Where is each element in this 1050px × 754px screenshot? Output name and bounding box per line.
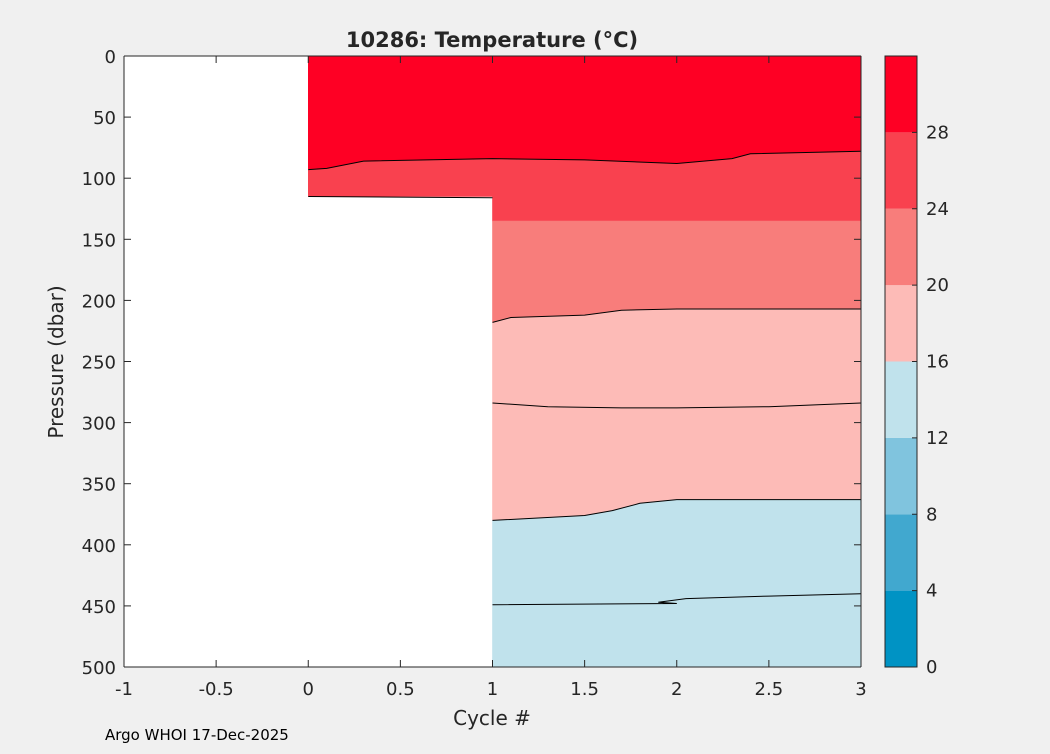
colorbar: 0 4 8 12 16 20 24 28 — [884, 55, 949, 678]
temperature-band-4 — [492, 499, 862, 668]
colorbar-segment — [885, 132, 917, 209]
colorbar-tick-label: 8 — [926, 504, 937, 525]
contour-line-28 — [308, 150, 862, 171]
y-tick-label: 200 — [82, 291, 116, 312]
contour-line-24 — [308, 196, 493, 199]
colorbar-tick-label: 28 — [926, 122, 949, 143]
x-tick-label: 1 — [487, 679, 498, 700]
x-tick-label: 2.5 — [755, 679, 784, 700]
colorbar-segment — [885, 514, 917, 591]
y-tick-label: 150 — [82, 230, 116, 251]
x-tick-label: 0.5 — [386, 679, 415, 700]
contour-line-16 — [492, 499, 861, 521]
colorbar-segment — [885, 208, 917, 286]
y-tick-label: 400 — [82, 536, 116, 557]
chart-title: 10286: Temperature (°C) — [346, 28, 638, 52]
temperature-band-0 — [307, 55, 862, 170]
colorbar-tick-label: 20 — [926, 275, 949, 296]
x-tick-label: -1 — [115, 679, 133, 700]
footer-credit: Argo WHOI 17-Dec-2025 — [105, 726, 289, 744]
x-tick-label: 1.5 — [570, 679, 599, 700]
colorbar-segment — [885, 56, 917, 133]
y-axis-label: Pressure (dbar) — [44, 285, 68, 438]
colorbar-segment — [885, 590, 917, 667]
contour-line-18 — [492, 402, 862, 409]
colorbar-tick-label: 4 — [926, 581, 937, 602]
x-axis-label: Cycle # — [453, 706, 531, 730]
contour-line-14 — [492, 593, 862, 606]
y-tick-label: 500 — [82, 658, 116, 679]
y-tick-label: 0 — [105, 47, 116, 68]
colorbar-segment — [885, 361, 917, 438]
x-tick-label: 0 — [303, 679, 314, 700]
y-tick-label: 250 — [82, 353, 116, 374]
x-tick-label: 2 — [671, 679, 682, 700]
y-tick-label: 300 — [82, 414, 116, 435]
colorbar-tick-label: 16 — [926, 352, 949, 373]
plot-area: -1 -0.5 0 0.5 1 1.5 2 2.5 3 0 50 100 150 200 250 300 350… — [82, 47, 867, 700]
colorbar-segment — [885, 437, 917, 515]
y-tick-label: 350 — [82, 475, 116, 496]
colorbar-segment — [885, 285, 917, 362]
temperature-band-3 — [492, 308, 862, 521]
y-tick-label: 450 — [82, 597, 116, 618]
colorbar-tick-label: 0 — [926, 657, 937, 678]
temperature-band-2 — [492, 220, 862, 323]
x-tick-label: -0.5 — [199, 679, 234, 700]
colorbar-tick-label: 12 — [926, 428, 949, 449]
x-tick-label: 3 — [855, 679, 866, 700]
colorbar-tick-label: 24 — [926, 199, 949, 220]
y-tick-label: 50 — [93, 108, 116, 129]
contour-line-20 — [492, 308, 861, 323]
y-tick-label: 100 — [82, 169, 116, 190]
